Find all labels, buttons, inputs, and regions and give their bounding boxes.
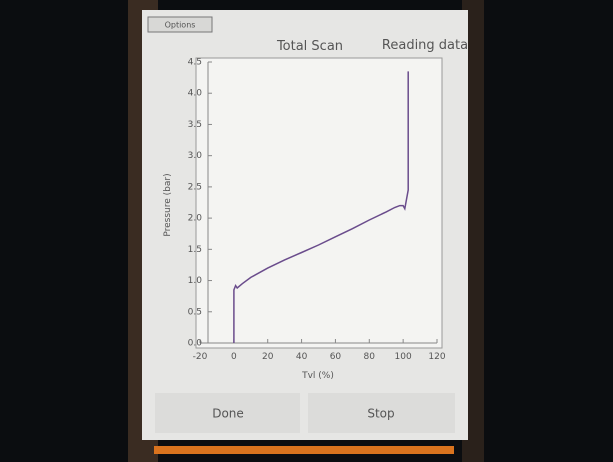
status: Reading data <box>382 38 468 53</box>
y-axis-label: Pressure (bar) <box>163 173 173 236</box>
y-tick-label: 0.5 <box>188 307 202 317</box>
options-label[interactable]: Options <box>165 21 196 30</box>
done-button[interactable] <box>155 393 300 433</box>
y-tick-label: 0.0 <box>188 339 203 349</box>
y-tick-label: 4.0 <box>188 89 203 99</box>
x-tick-label: 80 <box>364 352 376 362</box>
x-axis-label: Tvl (%) <box>301 371 334 381</box>
x-tick-label: 60 <box>330 352 342 362</box>
y-tick-label: 1.0 <box>188 276 203 286</box>
y-tick-label: 2.5 <box>188 182 202 192</box>
chart-title: Total Scan <box>276 39 343 54</box>
y-tick-label: 4.5 <box>188 58 202 68</box>
x-tick-label: 0 <box>231 352 237 362</box>
y-tick-label: 1.5 <box>188 245 202 255</box>
line <box>233 71 409 343</box>
bottom-bar <box>154 446 454 454</box>
x-tick-label: 120 <box>428 352 445 362</box>
x-tick-label: -20 <box>193 352 208 362</box>
stop-label[interactable]: Stop <box>367 407 394 421</box>
y-tick-label: 2.0 <box>188 214 203 224</box>
plot-frame <box>195 57 443 349</box>
x-tick-label: 100 <box>395 352 412 362</box>
x-tick-label: 40 <box>296 352 308 362</box>
x-tick-label: 20 <box>262 352 274 362</box>
y-tick-label: 3.0 <box>188 151 203 161</box>
done-label[interactable]: Done <box>212 407 244 421</box>
options-button[interactable] <box>147 16 213 33</box>
y-tick-label: 3.5 <box>188 120 202 130</box>
stop-button[interactable] <box>308 393 455 433</box>
